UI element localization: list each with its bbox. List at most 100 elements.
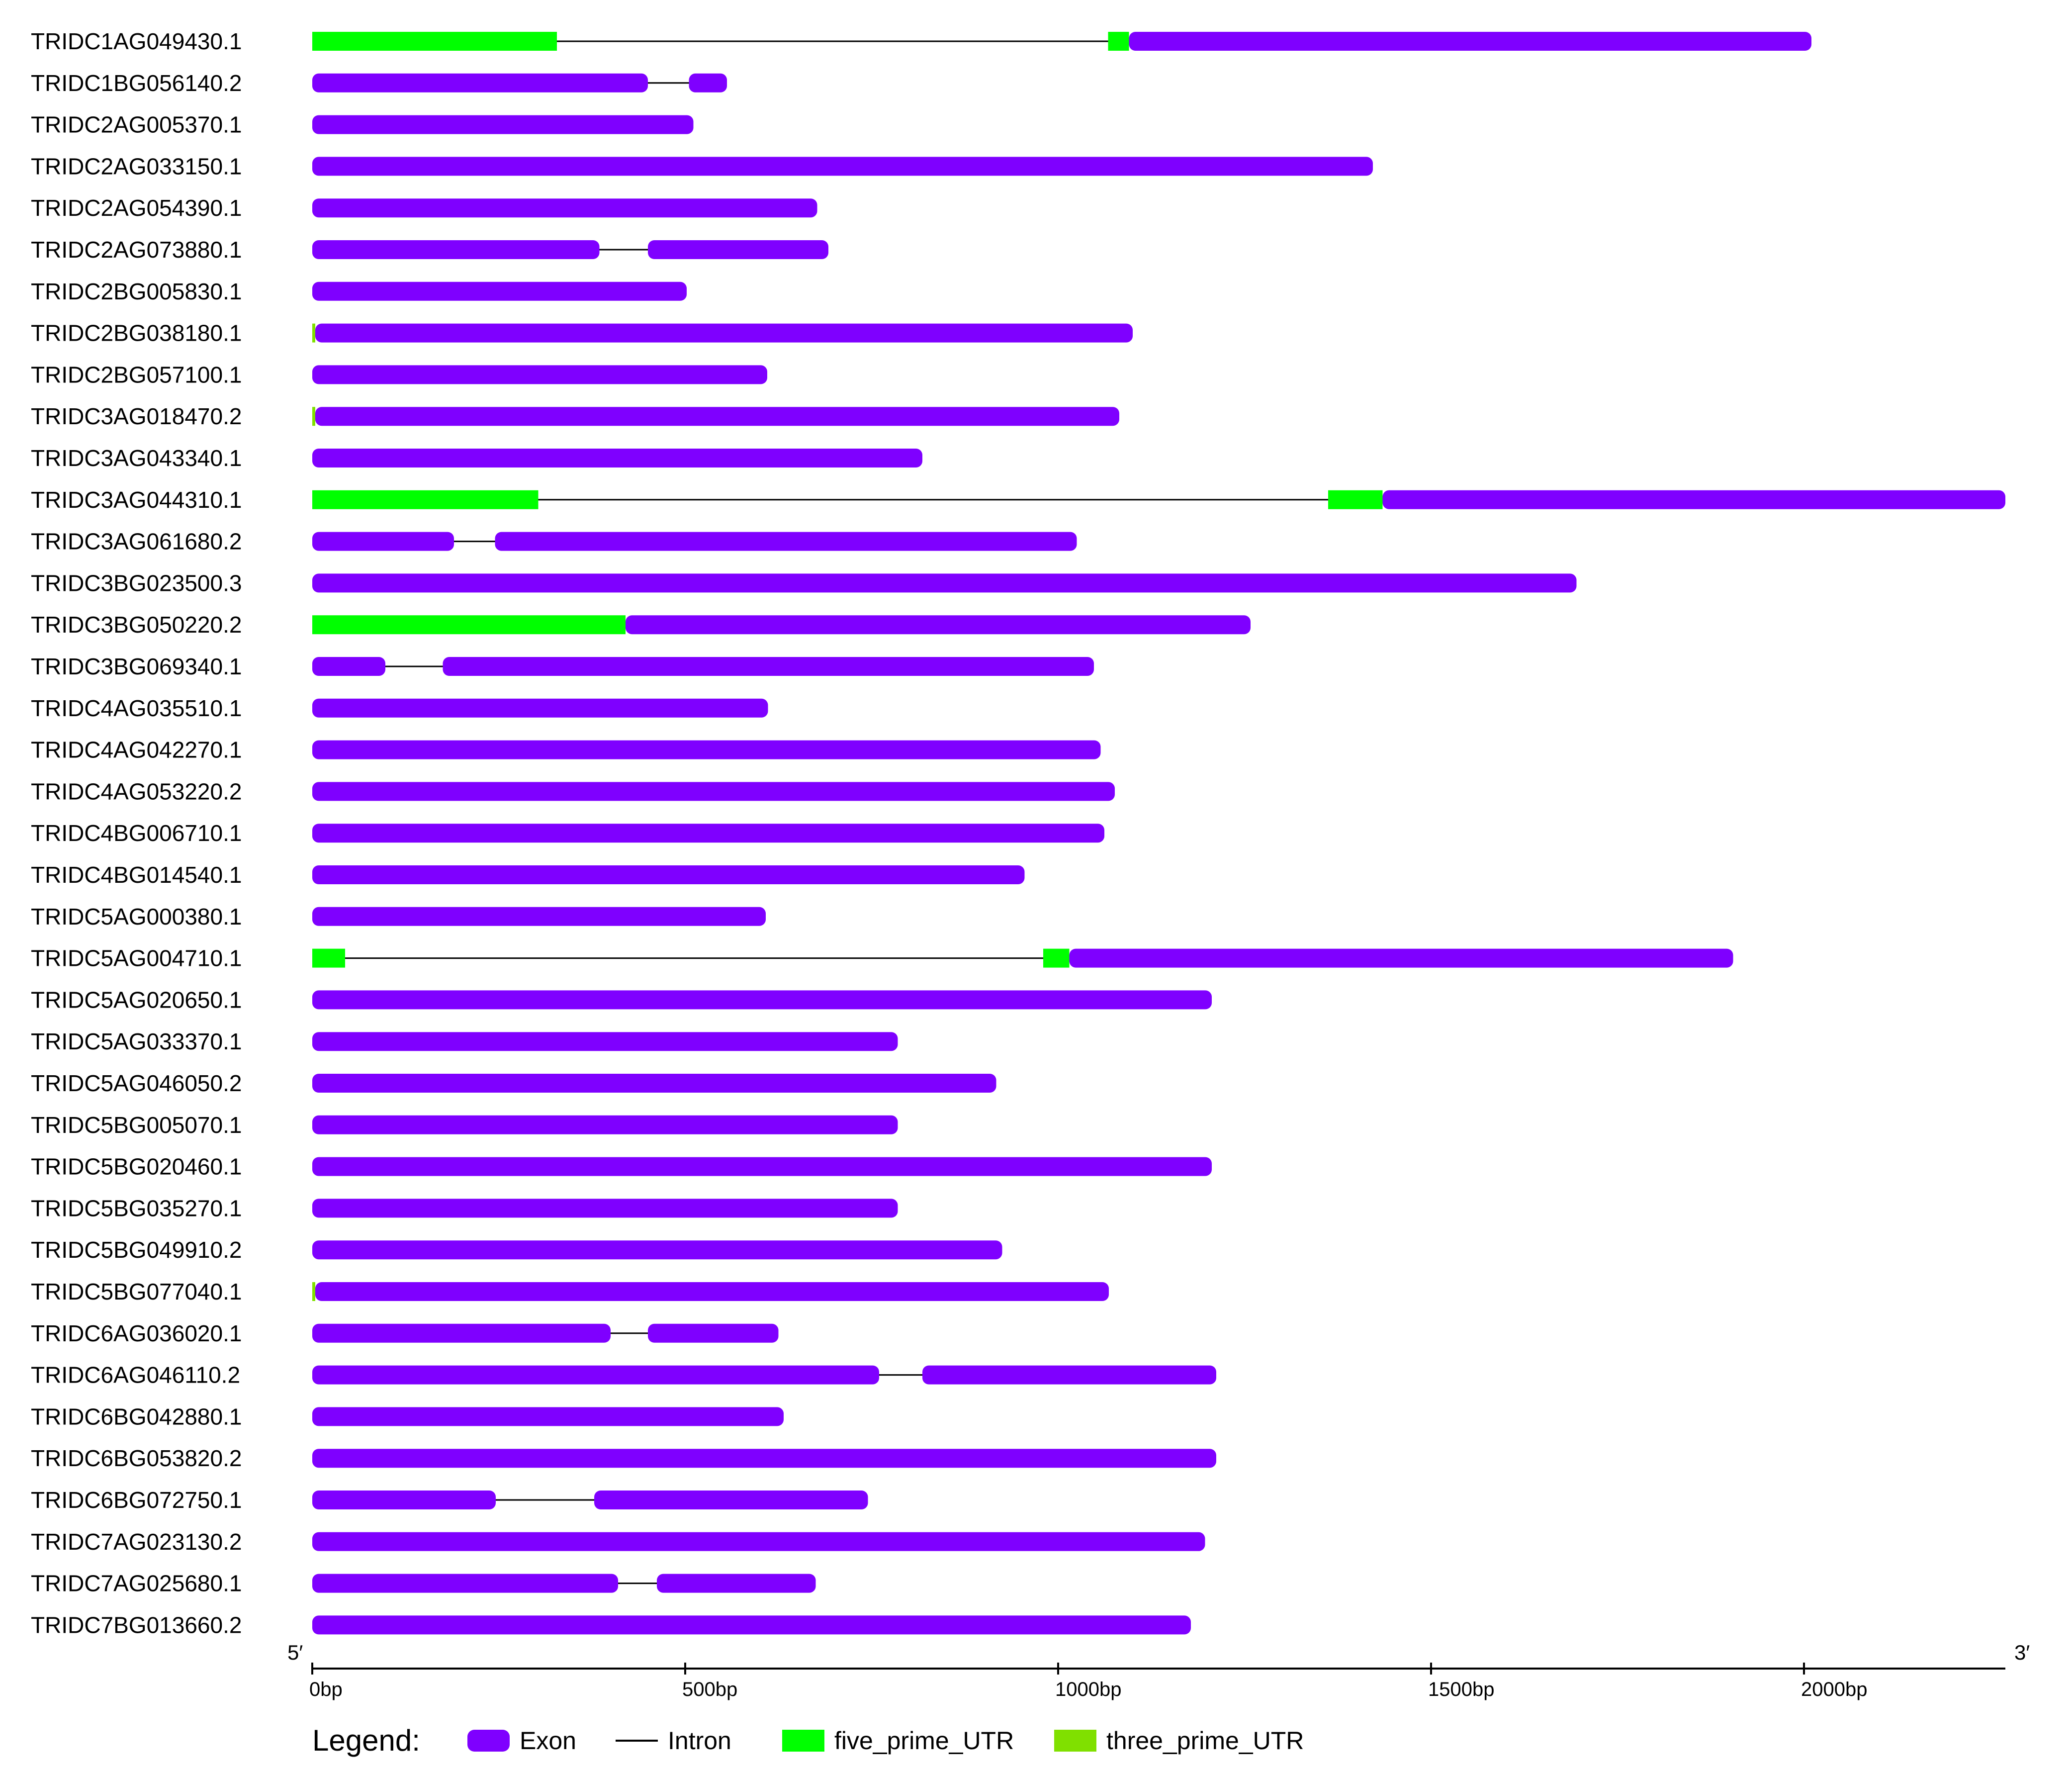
gene-row: TRIDC3AG043340.1	[31, 445, 922, 471]
exon-bar	[312, 157, 1373, 176]
gene-label: TRIDC6BG053820.2	[31, 1445, 242, 1471]
exon-bar	[312, 281, 687, 301]
gene-row: TRIDC4AG053220.2	[31, 778, 1115, 804]
gene-label: TRIDC2BG057100.1	[31, 362, 242, 387]
gene-label: TRIDC5BG005070.1	[31, 1112, 242, 1138]
five-prime-utr-bar	[312, 32, 557, 51]
exon-bar	[312, 365, 767, 384]
gene-label: TRIDC5AG020650.1	[31, 987, 242, 1013]
gene-row: TRIDC3AG061680.2	[31, 529, 1077, 555]
gene-label: TRIDC5AG004710.1	[31, 945, 242, 971]
exon-bar	[648, 1323, 779, 1343]
gene-row: TRIDC2BG005830.1	[31, 279, 687, 304]
five-prime-utr-bar	[1108, 32, 1129, 51]
gene-label: TRIDC2BG005830.1	[31, 279, 242, 304]
gene-label: TRIDC5AG000380.1	[31, 904, 242, 930]
legend-swatch-exon	[467, 1730, 510, 1752]
exon-bar	[922, 1365, 1216, 1385]
exon-bar	[312, 1449, 1216, 1468]
exon-bar	[315, 407, 1119, 426]
legend-items: Exon Intron five_prime_UTR three_prime_UTR	[467, 1727, 1304, 1755]
axis-tick-label: 1000bp	[1055, 1679, 1121, 1700]
legend-item: Exon	[467, 1727, 576, 1755]
exon-bar	[312, 73, 648, 93]
axis-start-label: 5′	[287, 1641, 303, 1664]
gene-row: TRIDC4AG042270.1	[31, 737, 1101, 763]
exon-bar	[312, 1574, 618, 1593]
gene-row: TRIDC5BG077040.1	[31, 1279, 1109, 1305]
gene-label: TRIDC7AG023130.2	[31, 1529, 242, 1555]
gene-row: TRIDC6BG042880.1	[31, 1403, 784, 1429]
three-prime-utr-bar	[312, 407, 315, 426]
legend-label: five_prime_UTR	[834, 1727, 1014, 1755]
gene-label: TRIDC3BG050220.2	[31, 612, 242, 638]
bp-axis: 5′ 3′ 0bp 500bp 1000bp 1500bp 2000bp	[287, 1641, 2030, 1700]
gene-label: TRIDC5BG077040.1	[31, 1279, 242, 1305]
legend-swatch-three-prime-utr	[1054, 1730, 1096, 1752]
exon-bar	[312, 115, 694, 134]
gene-label: TRIDC2AG054390.1	[31, 195, 242, 221]
gene-row: TRIDC3BG023500.3	[31, 570, 1577, 596]
exon-bar	[1129, 32, 1811, 51]
exon-bar	[315, 1282, 1109, 1301]
gene-row: TRIDC5AG033370.1	[31, 1028, 898, 1054]
legend-label: Exon	[520, 1727, 576, 1755]
legend: Legend: Exon Intron five_prime_UTR three_pr…	[312, 1724, 1304, 1757]
gene-label: TRIDC7BG013660.2	[31, 1612, 242, 1638]
gene-row: TRIDC3BG050220.2	[31, 612, 1251, 638]
legend-label: Intron	[668, 1727, 731, 1755]
exon-bar	[312, 198, 817, 218]
gene-row: TRIDC4AG035510.1	[31, 695, 768, 721]
gene-row: TRIDC5AG020650.1	[31, 987, 1212, 1013]
legend-item: Intron	[616, 1727, 731, 1755]
gene-row: TRIDC2BG038180.1	[31, 320, 1133, 346]
exon-bar	[312, 240, 600, 259]
exon-bar	[312, 782, 1115, 801]
gene-row: TRIDC5AG000380.1	[31, 904, 766, 930]
gene-label: TRIDC5BG035270.1	[31, 1195, 242, 1221]
gene-label: TRIDC6AG036020.1	[31, 1320, 242, 1346]
gene-label: TRIDC4BG014540.1	[31, 862, 242, 888]
exon-bar	[315, 323, 1133, 343]
exon-bar	[626, 615, 1251, 635]
gene-row: TRIDC5AG046050.2	[31, 1070, 996, 1096]
exon-bar	[594, 1491, 868, 1509]
exon-bar	[495, 532, 1077, 551]
gene-row: TRIDC3AG044310.1	[31, 487, 2005, 513]
legend-title: Legend:	[312, 1724, 420, 1757]
exon-bar	[312, 1115, 898, 1134]
gene-row: TRIDC6AG046110.2	[31, 1362, 1216, 1388]
exon-bar	[312, 1365, 879, 1385]
gene-row: TRIDC2BG057100.1	[31, 362, 767, 387]
exon-bar	[312, 1032, 898, 1051]
gene-label: TRIDC3BG069340.1	[31, 653, 242, 679]
exon-bar	[1069, 948, 1733, 968]
five-prime-utr-bar	[312, 948, 345, 968]
gene-label: TRIDC5BG049910.2	[31, 1237, 242, 1263]
gene-row: TRIDC3AG018470.2	[31, 403, 1119, 429]
gene-row: TRIDC7BG013660.2	[31, 1612, 1191, 1638]
gene-label: TRIDC6BG072750.1	[31, 1487, 242, 1513]
gene-label: TRIDC3AG044310.1	[31, 487, 242, 513]
gene-row: TRIDC6BG072750.1	[31, 1487, 868, 1513]
exon-bar	[312, 1407, 784, 1426]
axis-tick-label: 1500bp	[1428, 1679, 1494, 1700]
axis-ticks: 0bp 500bp 1000bp 1500bp 2000bp	[309, 1663, 1867, 1700]
gene-label: TRIDC4AG042270.1	[31, 737, 242, 763]
gene-label: TRIDC5AG046050.2	[31, 1070, 242, 1096]
gene-row: TRIDC3BG069340.1	[31, 653, 1094, 679]
gene-row: TRIDC4BG014540.1	[31, 862, 1025, 888]
axis-tick-label: 500bp	[682, 1679, 737, 1700]
exon-bar	[312, 1199, 898, 1218]
exon-bar	[312, 532, 454, 551]
three-prime-utr-bar	[312, 323, 315, 343]
exon-bar	[312, 573, 1577, 593]
exon-bar	[312, 824, 1104, 843]
gene-row: TRIDC7AG025680.1	[31, 1571, 816, 1596]
gene-label: TRIDC6AG046110.2	[31, 1362, 240, 1388]
five-prime-utr-bar	[312, 615, 626, 635]
gene-label: TRIDC5BG020460.1	[31, 1154, 242, 1180]
exon-bar	[312, 1615, 1191, 1635]
gene-row: TRIDC2AG033150.1	[31, 153, 1373, 179]
